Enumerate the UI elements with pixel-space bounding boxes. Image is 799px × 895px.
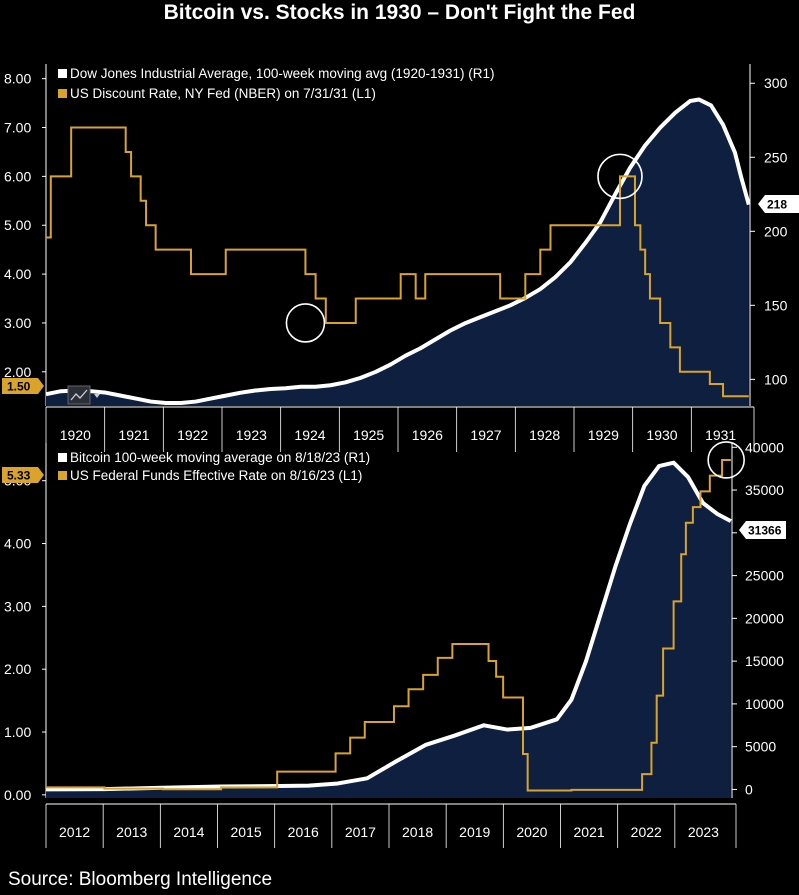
left-tick-label: 4.00 xyxy=(4,266,31,282)
right-tick-label: 200 xyxy=(764,223,788,239)
left-tick-label: 5.00 xyxy=(4,217,31,233)
left-last-value-flag: 1.50 xyxy=(2,378,44,394)
x-tick-label: 1921 xyxy=(118,427,149,443)
right-tick-label: 150 xyxy=(764,297,788,313)
x-tick-label: 2013 xyxy=(116,824,147,840)
chart-type-icon-line xyxy=(70,389,88,401)
right-tick-label: 20000 xyxy=(745,610,784,626)
right-flag-label: 31366 xyxy=(748,524,782,538)
annotation-circle xyxy=(285,303,326,343)
chart-title: Bitcoin vs. Stocks in 1930 – Don't Fight… xyxy=(163,1,636,24)
x-tick-label: 1931 xyxy=(705,427,736,443)
left-tick-label: 0.00 xyxy=(4,787,31,803)
left-tick-label: 3.00 xyxy=(4,598,31,614)
annotation-circle xyxy=(707,441,745,479)
right-flag-label: 218 xyxy=(767,198,787,212)
chart-type-icon xyxy=(67,385,100,405)
right-tick-label: 250 xyxy=(764,149,788,165)
x-tick-label: 2015 xyxy=(231,824,262,840)
left-tick-label: 8.00 xyxy=(4,71,31,87)
legend-label: US Federal Funds Effective Rate on 8/16/… xyxy=(70,468,362,483)
chevron-down-icon xyxy=(94,394,100,398)
legend-swatch xyxy=(58,69,67,78)
left-tick-label: 2.00 xyxy=(4,661,31,677)
series-line-white xyxy=(45,460,732,792)
left-tick-label: 6.00 xyxy=(4,168,31,184)
x-tick-label: 1927 xyxy=(470,427,501,443)
chart-type-icon-box xyxy=(67,385,91,405)
right-tick-label: 40000 xyxy=(745,439,784,455)
chart-canvas: 8.00 7.00 6.00 5.00 4.00 3.00 2.00 300 250 200 150… xyxy=(2,64,799,848)
right-tick-label: 5000 xyxy=(745,739,776,755)
legend-label: US Discount Rate, NY Fed (NBER) on 7/31/… xyxy=(70,86,376,101)
x-tick-label: 1930 xyxy=(646,427,677,443)
x-tick-label: 2016 xyxy=(288,824,319,840)
x-tick-label: 1926 xyxy=(412,427,443,443)
legend-swatch xyxy=(58,471,67,480)
x-tick-label: 2023 xyxy=(688,824,719,840)
x-tick-label: 1925 xyxy=(353,427,384,443)
series-line-orange xyxy=(46,126,749,398)
left-flag-label: 5.33 xyxy=(7,469,31,483)
right-last-value-flag: 31366 xyxy=(739,521,786,539)
right-tick-label: 25000 xyxy=(745,568,784,584)
x-tick-label: 2017 xyxy=(345,824,376,840)
x-tick-label: 2012 xyxy=(59,824,90,840)
x-tick-label: 1929 xyxy=(588,427,619,443)
chart-panel-2: 5.004.003.002.001.000.004000035000300002… xyxy=(2,439,786,848)
left-tick-label: 7.00 xyxy=(4,120,31,136)
x-tick-label: 1922 xyxy=(177,427,208,443)
annotation-circle xyxy=(597,153,643,200)
x-tick-label: 2014 xyxy=(173,824,204,840)
right-tick-label: 100 xyxy=(764,371,788,387)
x-tick-label: 2020 xyxy=(516,824,547,840)
x-tick-label: 2019 xyxy=(459,824,490,840)
area-fill xyxy=(46,462,731,798)
right-tick-label: 35000 xyxy=(745,482,784,498)
left-flag-label: 1.50 xyxy=(7,380,31,394)
x-tick-label: 2021 xyxy=(574,824,605,840)
series-line-white xyxy=(45,97,751,406)
right-tick-label: 0 xyxy=(745,781,753,797)
x-tick-label: 1920 xyxy=(60,427,91,443)
right-flag-shape xyxy=(739,521,786,539)
left-flag-shape xyxy=(2,378,44,394)
right-tick-label: 10000 xyxy=(745,696,784,712)
legend-swatch xyxy=(58,89,67,98)
x-tick-label: 1923 xyxy=(236,427,267,443)
x-tick-label: 1924 xyxy=(294,427,325,443)
source-note: Source: Bloomberg Intelligence xyxy=(8,869,273,890)
x-tick-label: 2022 xyxy=(631,824,662,840)
left-flag-shape xyxy=(2,467,44,483)
right-tick-label: 15000 xyxy=(745,653,784,669)
legend-label: Bitcoin 100-week moving average on 8/18/… xyxy=(70,450,370,465)
right-tick-label: 300 xyxy=(764,75,788,91)
area-fill xyxy=(46,99,749,406)
right-flag-shape xyxy=(758,195,799,213)
chart-panel-1: 8.00 7.00 6.00 5.00 4.00 3.00 2.00 300 250 200 150… xyxy=(2,64,799,452)
left-last-value-flag: 5.33 xyxy=(2,467,44,483)
series-line-orange xyxy=(46,458,731,792)
legend-label: Dow Jones Industrial Average, 100-week m… xyxy=(70,66,494,81)
left-tick-label: 2.00 xyxy=(4,364,31,380)
x-tick-label: 1928 xyxy=(529,427,560,443)
left-tick-label: 1.00 xyxy=(4,724,31,740)
x-tick-label: 2018 xyxy=(402,824,433,840)
right-last-value-flag: 218 xyxy=(758,195,799,213)
legend-swatch xyxy=(58,453,67,462)
left-tick-label: 3.00 xyxy=(4,315,31,331)
left-tick-label: 4.00 xyxy=(4,536,31,552)
